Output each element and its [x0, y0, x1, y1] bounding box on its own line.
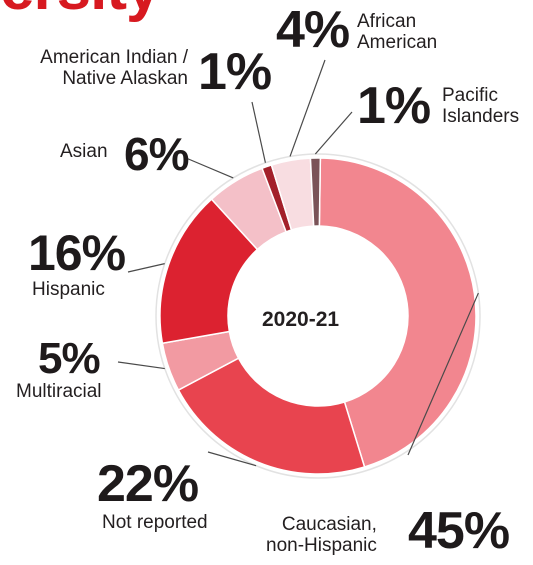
slice-pct-hispanic: 16% [28, 225, 126, 281]
slice-label-hispanic: Hispanic [32, 279, 105, 300]
slice-label-line: Caucasian, [281, 514, 377, 535]
leader-lines [117, 59, 479, 467]
slice-label-line: African [357, 11, 417, 32]
leader-line [117, 361, 165, 370]
slice-label-asian: Asian [60, 141, 108, 162]
slice-label-not-reported: Not reported [102, 512, 208, 533]
slice-label-multiracial: Multiracial [16, 381, 102, 402]
slice-label-line: Islanders [442, 105, 520, 127]
title-fragment: ersity [0, 0, 160, 20]
donut-hole [228, 226, 408, 406]
slice-label-pacific-islanders: Pacific Islanders [442, 85, 520, 127]
slice-label-line: Native Alaskan [62, 67, 188, 89]
slice-pct-caucasian: 45% [408, 502, 510, 560]
slice-label-caucasian: Caucasian, non-Hispanic [266, 514, 377, 556]
slice-pct-american-indian: 1% [198, 43, 272, 101]
slice-label-line: American Indian / [40, 47, 188, 68]
slice-pct-african-american: 4% [276, 1, 350, 59]
slice-label-african-american: African American [357, 11, 438, 53]
leader-line [127, 263, 165, 273]
leader-line [289, 59, 326, 157]
leader-line [251, 101, 267, 163]
slice-label-line: non-Hispanic [266, 534, 377, 556]
center-label: 2020-21 [262, 308, 340, 331]
slice-pct-not-reported: 22% [97, 455, 199, 513]
slice-pct-multiracial: 5% [38, 334, 101, 383]
leader-line [407, 292, 479, 456]
slice-label-american-indian: American Indian / Native Alaskan [12, 47, 188, 89]
slice-pct-pacific-islanders: 1% [357, 77, 431, 135]
leader-line [207, 451, 257, 467]
leader-line [314, 111, 353, 155]
slice-pct-asian: 6% [124, 128, 189, 180]
slice-label-line: American [357, 31, 438, 53]
leader-line [185, 157, 234, 179]
outer-guide-ring [155, 153, 481, 479]
slice-label-line: Pacific [442, 85, 498, 106]
